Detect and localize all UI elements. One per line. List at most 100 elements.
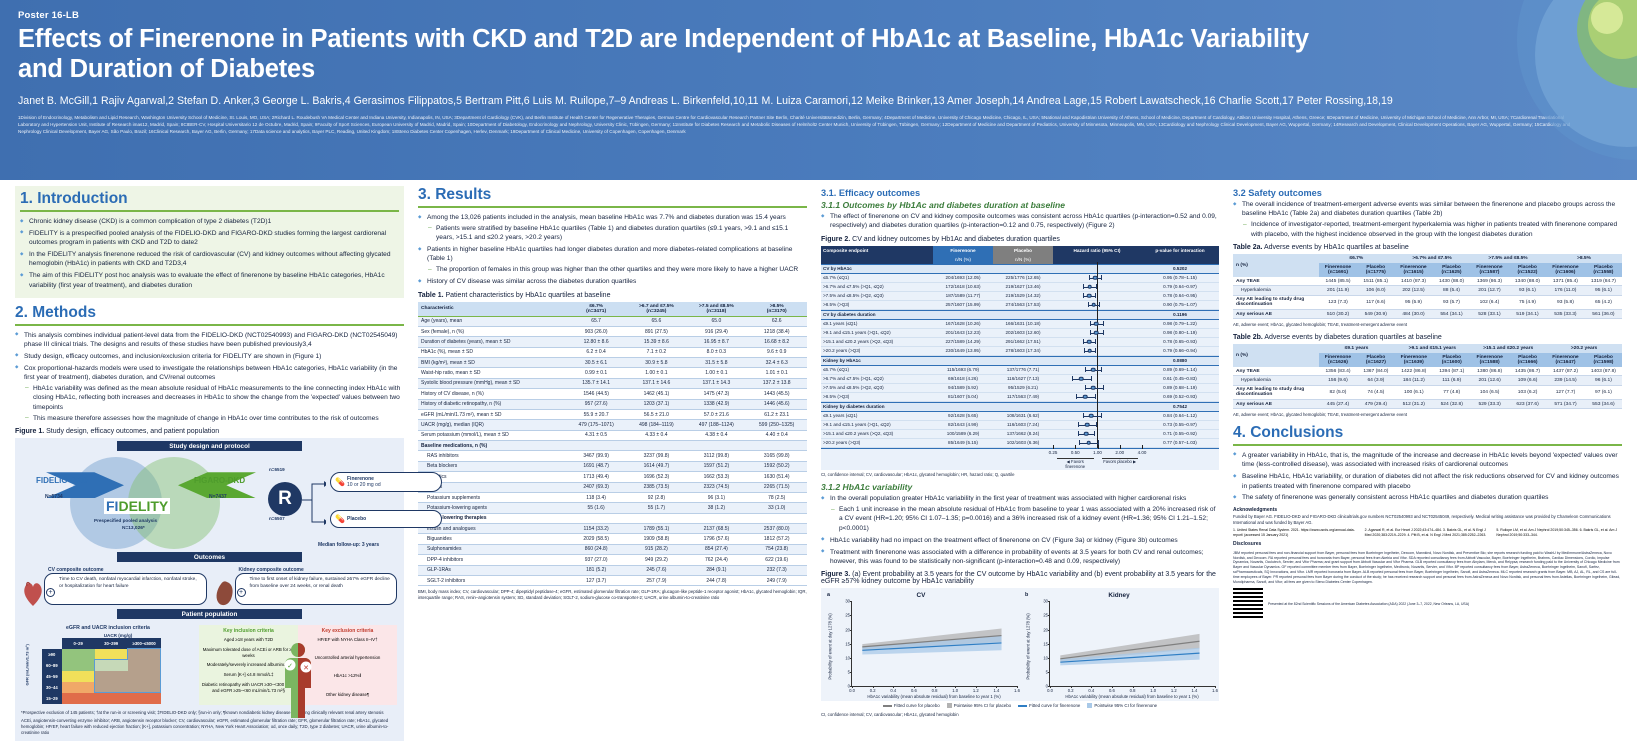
forest-row: >9.1 and ≤15.1 years (>Q1, ≤Q2) 82/1643 (… xyxy=(821,417,1219,432)
legend-swatch xyxy=(946,703,952,709)
figure3-caption-bold: Figure 3. xyxy=(821,571,851,579)
cell-placebo: 291/1662 (17.51) xyxy=(1005,339,1041,345)
hba1c-variability-heading: 3.1.2 HbA1c variability xyxy=(821,482,913,493)
table-row: Statins2407 (69.3)2385 (73.5)2323 (74.5)… xyxy=(418,482,807,493)
list-item: Cox proportional-hazards models were use… xyxy=(15,364,404,424)
arm-header-4: Finerenone (n=1587) xyxy=(1470,262,1509,277)
list-item: This analysis combines individual patien… xyxy=(15,331,404,350)
y-tick-mark xyxy=(1048,615,1050,617)
cell-hr: 0.79 (0.64–0.97) xyxy=(1163,284,1197,290)
cell-hr: 0.73 (0.55–0.97) xyxy=(1163,422,1197,428)
list-item: HbA1c >12%‖ xyxy=(333,672,362,678)
row-label: Hyperkalemia xyxy=(1232,285,1319,296)
cell-q4: 137.2 ± 13.8 xyxy=(746,378,807,390)
arm2-label: Placebo xyxy=(347,516,367,523)
row-label: Insulin and analogues xyxy=(418,523,566,535)
list-item: Patients in higher baseline HbA1c quarti… xyxy=(418,245,807,275)
cell-finerenone: 172/1618 (10.63) xyxy=(945,284,981,290)
gfr-row-2: 45–59 xyxy=(42,670,62,682)
row-label: History of CV disease, n (%) xyxy=(418,388,566,400)
cell-q3: 1475 (47.3) xyxy=(686,388,747,400)
row-label: ≤6.7% (≤Q1) xyxy=(823,367,849,373)
cell-q1: 127 (3.7) xyxy=(565,575,627,587)
confidence-band xyxy=(862,635,1002,655)
acknowledgments-text: Funded by Bayer AG. FIDELIO-DKD and FIGA… xyxy=(1232,513,1611,525)
cell-4: 529 (33.3) xyxy=(1470,399,1510,410)
forest-col-pvalue: p-value for interaction xyxy=(1155,247,1205,253)
table-row: UACR (mg/g), median (IQR) 479 (175–1071) 4… xyxy=(418,419,807,431)
cell-q1 xyxy=(565,513,627,525)
figure3-caption: Figure 3. (a) Event probability at 3.5 y… xyxy=(821,571,1219,585)
presentation-footnote: Presented at the 82nd Scientific Session… xyxy=(1267,602,1470,607)
table-row: Systolic blood pressure (mmHg), mean ± S… xyxy=(418,378,807,390)
grid-cell xyxy=(127,659,162,671)
x-axis-tick: 1.4 xyxy=(1191,688,1198,694)
table-row: HbA1c (%), mean ± SD 6.2 ± 0.4 7.1 ± 0.2 8.… xyxy=(418,347,807,359)
cell-q1: 1713 (49.4) xyxy=(565,471,627,483)
forest-row: ≤9.1 years (≤Q1) 167/1628 (10.26) 166/1631… xyxy=(821,316,1219,331)
table-row: eGFR (mL/min/1.73 m²), mean ± SD 55.9 ± 2… xyxy=(418,409,807,421)
cell-q4: 32.4 ± 6.3 xyxy=(746,357,807,369)
cell-q3: 137.1 ± 14.3 xyxy=(686,378,747,390)
cell-q2: 92 (2.8) xyxy=(626,492,687,504)
table-row: Potassium-lowering agents 55 (1.6) 55 (1.7… xyxy=(418,502,807,514)
table-row: Diuretics1713 (49.4)1696 (52.3)1662 (53.… xyxy=(418,471,807,483)
figure1-caption-text: Study design, efficacy outcomes, and pat… xyxy=(44,428,220,436)
cell-q1: 2029 (58.5) xyxy=(565,533,627,545)
kidney-outcome-text: Time to first onset of kidney failure, s… xyxy=(234,573,397,606)
cell-5: 1435 (86.7) xyxy=(1509,366,1547,377)
cell-q1: 937 (27.0) xyxy=(565,554,627,566)
list-item: Other kidney disease¶ xyxy=(325,692,370,698)
disclosures-text: JBM reported personal fees and non-finan… xyxy=(1232,550,1621,584)
group-header-2: >7.5% and ≤8.5% xyxy=(1470,253,1546,263)
inclusion-exclusion-panel: Key inclusion criteria Aged ≥18 years wi… xyxy=(199,625,397,719)
cell-hr: 0.90 (0.75–1.07) xyxy=(1163,302,1197,308)
cell-q2: 1614 (49.7) xyxy=(626,461,687,473)
grid-cell xyxy=(94,681,128,694)
chart-svg xyxy=(852,628,1017,655)
chart-cv-xlabel: HbA1c variability (mean absolute residua… xyxy=(867,694,1001,700)
y-tick-mark xyxy=(850,643,852,645)
heart-icon xyxy=(24,582,42,607)
list-item: HbA1c variability had no impact on the t… xyxy=(821,536,1219,545)
svg-text:✕: ✕ xyxy=(303,665,309,672)
x-axis-tick: 0.0 xyxy=(849,688,855,694)
cell-q4: 4.40 ± 0.4 xyxy=(746,430,807,442)
cell-finerenone: 227/1589 (14.29) xyxy=(945,339,981,345)
x-tick-mark xyxy=(934,686,936,689)
cell-finerenone: 85/1649 (5.15) xyxy=(948,440,978,446)
group-header-2: >15.1 and ≤20.2 years xyxy=(1470,343,1547,353)
pooled-analysis-label: Prespecified pooled analysis xyxy=(94,518,158,524)
forest-row: >20.2 years (>Q3) 230/1649 (13.95) 278/160… xyxy=(821,343,1219,358)
cell-q1: 1154 (33.2) xyxy=(565,523,627,535)
row-label: Beta blockers xyxy=(418,461,566,473)
arm-header-1: Placebo (n=1627) xyxy=(1357,352,1395,367)
cell-2: 202 (12.5) xyxy=(1394,285,1433,296)
x-tick-mark xyxy=(893,686,895,689)
cell-hr: 0.71 (0.55–0.92) xyxy=(1163,431,1197,437)
cell-q3: 8.0 ± 0.3 xyxy=(686,347,747,359)
cell-placebo: 274/1563 (17.53) xyxy=(1005,302,1041,308)
references-col-2: 2. Agarwal R, et al. Eur Heart J 2022;43… xyxy=(1364,527,1487,537)
cell-4: 102 (6.4) xyxy=(1470,295,1509,311)
qr-code-icon[interactable] xyxy=(1232,587,1263,618)
row-label: Any TEAE xyxy=(1232,276,1319,287)
forest-body: CV by HbA1c 0.5202 ≤6.7% (≤Q1) 204/1693 (12… xyxy=(821,261,1219,450)
corner-cell: n (%) xyxy=(1232,253,1319,277)
cell-q3: 916 (29.4) xyxy=(686,326,747,338)
forest-row: >8.5% (>Q3) 81/1607 (5.04) 117/1563 (7.49)… xyxy=(821,389,1219,404)
row-label: Waist-hip ratio, mean ± SD xyxy=(418,367,566,379)
methods-section: 2. Methods This analysis combines indivi… xyxy=(15,304,442,742)
cell-q4: 9.6 ± 0.9 xyxy=(746,347,807,359)
table-row: Any AE leading to study drug discontinua… xyxy=(1232,295,1622,311)
cell-q4: 1592 (50.2) xyxy=(746,461,807,473)
row-label: GLP-1RAs xyxy=(418,565,566,576)
row-label: Baseline medications, n (%) xyxy=(418,440,566,452)
confidence-band xyxy=(1060,648,1200,666)
figure2-caption-bold: Figure 2. xyxy=(821,235,851,243)
table-row: History of diabetic retinopathy, n (%) 95… xyxy=(418,399,807,410)
table2a-note: AE, adverse event; HbA1c, glycated hemog… xyxy=(1232,321,1408,327)
table-row: 60–89 xyxy=(42,659,162,671)
cell-q4: 232 (7.3) xyxy=(746,565,807,576)
y-tick-mark xyxy=(1048,629,1050,631)
